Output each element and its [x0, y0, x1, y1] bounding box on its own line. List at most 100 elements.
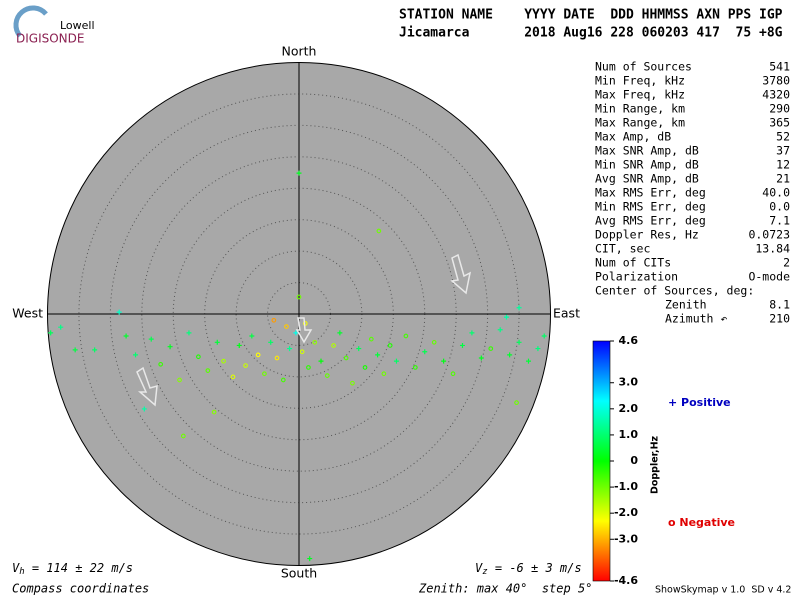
colorbar-label: Doppler,Hz [650, 435, 661, 494]
negative-source [488, 346, 494, 351]
negative-source [211, 409, 217, 415]
positive-source [375, 352, 381, 358]
colorbar-tick-label: 2.0 [619, 402, 639, 415]
positive-source [148, 336, 154, 342]
stat-value: 7.1 [769, 214, 790, 228]
stat-value: 365 [769, 116, 790, 130]
arrow [295, 317, 313, 344]
positive-source [186, 330, 192, 336]
arrow [136, 366, 158, 407]
stat-value: 52 [776, 130, 790, 144]
negative-source [312, 339, 318, 345]
negative-source [412, 365, 418, 370]
negative-source [387, 343, 393, 348]
positive-source [318, 358, 324, 364]
logo-top: Lowell [60, 19, 95, 32]
vz: Vz = -6 ± 3 m/s [475, 561, 582, 577]
negative-source [271, 317, 277, 323]
negative-source [368, 336, 374, 342]
plot [47, 62, 551, 566]
footer-left: Compass coordinates [12, 582, 149, 596]
positive-source [214, 339, 220, 345]
negative-source [180, 433, 186, 439]
stat-value: 290 [769, 102, 790, 116]
positive-source [422, 349, 428, 355]
positive-source [503, 314, 509, 320]
negative-source [284, 324, 289, 329]
vh-text: = 114 ± 22 m/s [25, 561, 133, 575]
vh-symbol: V [12, 561, 20, 575]
compass-west: West [12, 306, 43, 321]
positive-source [123, 333, 129, 339]
positive-source [516, 305, 522, 311]
stat-label: Num of CITs [595, 256, 671, 270]
positive-source [116, 309, 122, 315]
colorbar-tick-label: -4.6 [614, 574, 638, 587]
stat-value: 37 [776, 144, 790, 158]
negative-source [221, 358, 226, 364]
negative-source [350, 380, 355, 386]
negative-source [381, 371, 387, 377]
colorbar-tick-label: 3.0 [619, 376, 639, 389]
negative-source [450, 371, 456, 377]
positive-source [296, 170, 302, 176]
negative-source [431, 339, 437, 345]
stat-label: Polarization [595, 270, 678, 284]
footer-right: ShowSkymap v 1.0 SD v 4.2 [655, 585, 791, 596]
center-label: Azimuth ↶ [665, 312, 727, 326]
positive-source [469, 330, 475, 336]
negative-source [243, 363, 248, 368]
negative-source [514, 400, 519, 406]
negative-source [403, 333, 409, 339]
stat-value: 13.84 [755, 242, 790, 256]
stat-label: Max RMS Err, deg [595, 186, 706, 200]
negative-source [296, 294, 302, 300]
legend-positive: + Positive [668, 396, 731, 409]
stat-label: Avg SNR Amp, dB [595, 172, 699, 186]
colorbar [592, 340, 611, 582]
stat-value: 40.0 [762, 186, 790, 200]
positive-source [459, 342, 465, 348]
stat-label: Min SNR Amp, dB [595, 158, 699, 172]
negative-source [324, 373, 330, 378]
compass-east: East [553, 306, 580, 321]
negative-source [274, 355, 280, 361]
stat-label: Num of Sources [595, 60, 692, 74]
stat-value: 0.0723 [748, 228, 790, 242]
positive-source [58, 324, 64, 330]
negative-source [262, 371, 267, 377]
stat-value: O-mode [748, 270, 790, 284]
stat-label: Max Amp, dB [595, 130, 671, 144]
negative-source [299, 349, 305, 355]
colorbar-tick-label: 0 [630, 454, 638, 467]
positive-source [478, 355, 484, 361]
stat-label: Max Freq, kHz [595, 88, 685, 102]
side-panel: Num of Sources 541 Min Freq, kHz 3780 Max Fr… [592, 60, 790, 587]
negative-source [331, 343, 336, 348]
compass-south: South [281, 566, 317, 581]
positive-source [393, 358, 399, 364]
center-title: Center of Sources, deg: [595, 284, 754, 298]
positive-source [535, 346, 541, 352]
negative-source [306, 365, 311, 370]
positive-source [337, 330, 343, 336]
logo-arc [13, 5, 48, 38]
stat-label: Max Range, km [595, 116, 685, 130]
positive-source [249, 333, 255, 339]
negative-source [196, 354, 201, 360]
stat-label: Min RMS Err, deg [595, 200, 706, 214]
positive-source [287, 346, 293, 352]
positive-source [167, 344, 173, 350]
positive-source [92, 347, 98, 353]
stat-value: 3780 [762, 74, 790, 88]
positive-source [141, 406, 147, 412]
positive-source [516, 339, 522, 345]
negative-source [177, 377, 182, 383]
header-line: Jicamarca 2018 Aug16 228 060203 417 75 +… [399, 26, 783, 41]
arrow [450, 253, 472, 295]
stat-label: Min Range, km [595, 102, 685, 116]
colorbar-tick-label: -2.0 [614, 506, 638, 519]
footer-zenith: Zenith: max 40° step 5° [418, 582, 592, 596]
stat-label: Max SNR Amp, dB [595, 144, 699, 158]
